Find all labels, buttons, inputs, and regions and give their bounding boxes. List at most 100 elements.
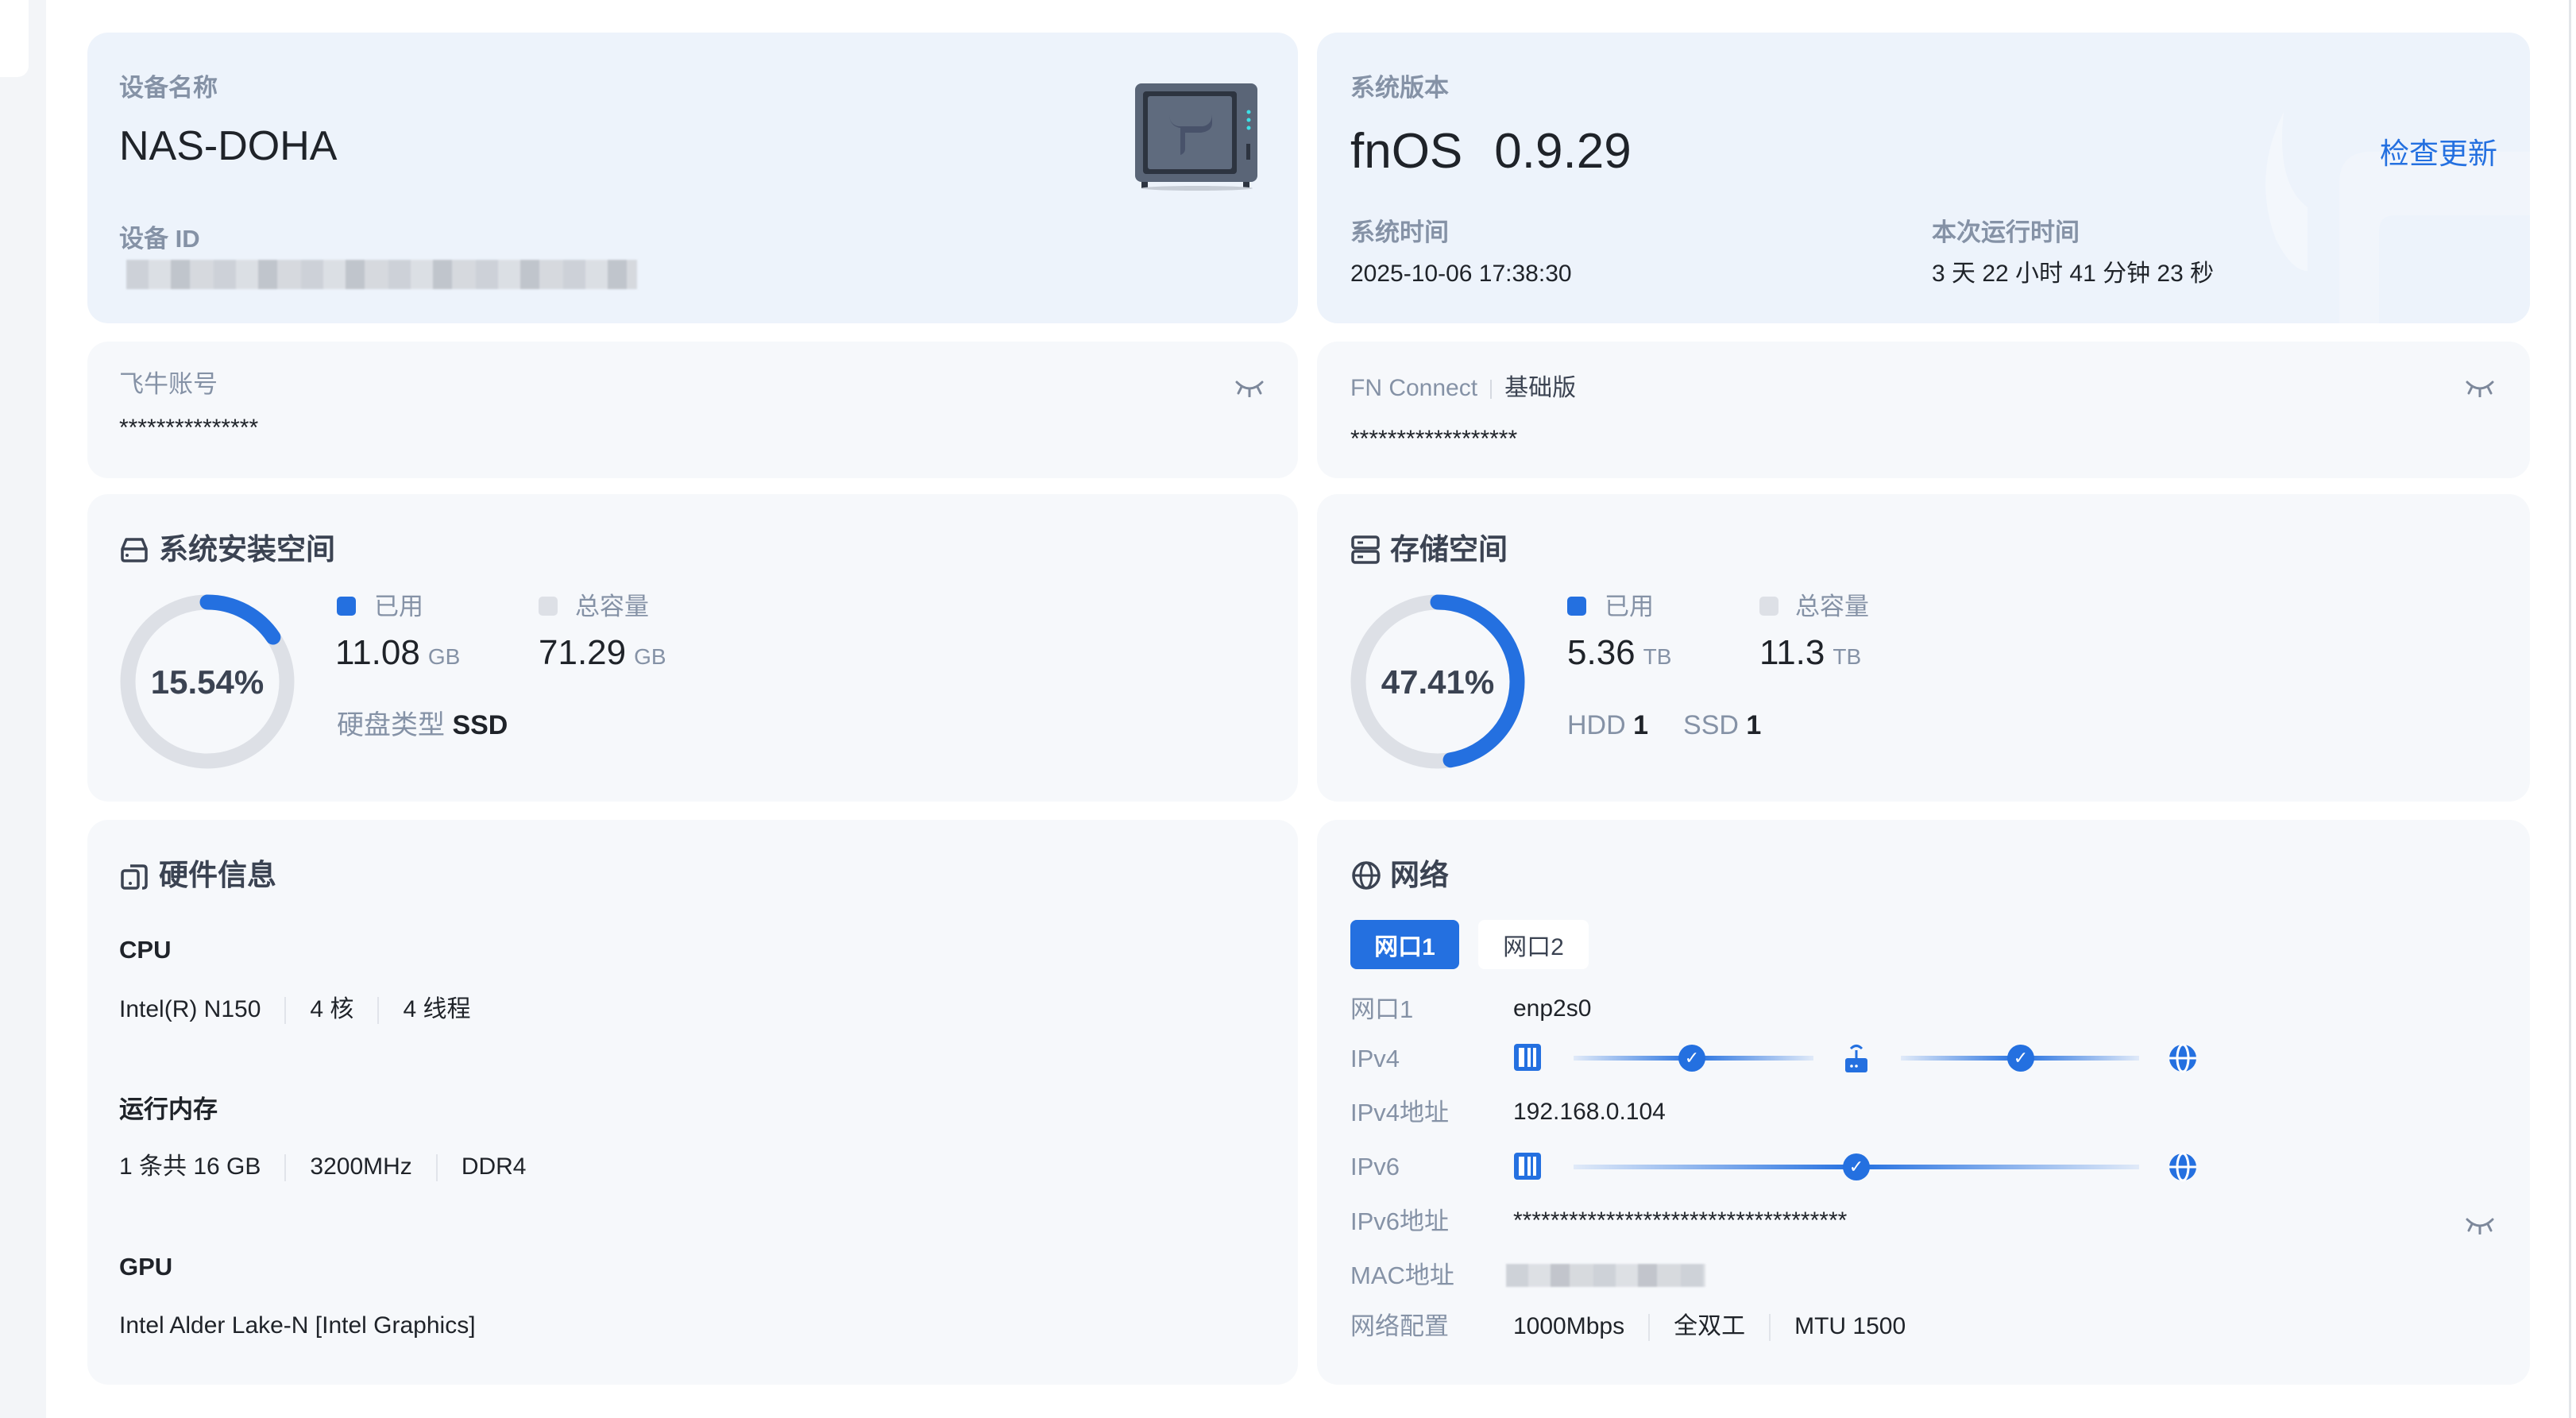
gpu-info: Intel Alder Lake-N [Intel Graphics]: [119, 1312, 476, 1339]
legend-total-label: 总容量: [575, 593, 649, 620]
memory-speed: 3200MHz: [310, 1153, 412, 1180]
disk-type-label: 硬盘类型: [337, 710, 445, 740]
system-version: fnOS 0.9.29: [1350, 127, 1632, 176]
device-name-label: 设备名称: [119, 74, 218, 102]
total-number: 71.29: [539, 633, 627, 672]
total-number: 11.3: [1759, 633, 1825, 672]
disk-counts: HDD 1 SSD 1: [1567, 712, 1761, 739]
mtu: MTU 1500: [1794, 1312, 1906, 1339]
storage-donut: [1350, 594, 1525, 769]
storage-percent: 47.41%: [1381, 663, 1495, 701]
storage-total-value: 11.3 TB: [1759, 636, 1861, 670]
fn-connect-label: FN Connect: [1350, 375, 1478, 401]
total-unit: TB: [1833, 644, 1862, 669]
legend-total-swatch: [539, 597, 558, 616]
cpu-threads: 4 线程: [403, 995, 471, 1022]
hardware-device-icon: [121, 864, 148, 890]
mac-redacted: [1506, 1264, 1705, 1287]
cpu-label: CPU: [119, 936, 172, 964]
legend-total-label: 总容量: [1795, 593, 1869, 620]
network-title: 网络: [1390, 859, 1449, 891]
tab-port-1[interactable]: 网口1: [1350, 920, 1459, 969]
nas-device-icon: [1514, 1153, 1541, 1180]
eye-closed-icon[interactable]: [2465, 1215, 2495, 1234]
system-card: [1317, 33, 2530, 323]
legend-used-swatch: [337, 597, 356, 616]
ipv6-check-icon: ✓: [1843, 1153, 1870, 1180]
scrollbar[interactable]: [2569, 0, 2571, 1418]
memory-info: 1 条共 16 GB 3200MHz DDR4: [119, 1154, 527, 1181]
ipv4-wan-check-icon: ✓: [2007, 1045, 2034, 1072]
account-value: ***************: [119, 415, 259, 441]
fn-connect-value: ******************: [1350, 426, 1518, 452]
network-config: 1000Mbps 全双工 MTU 1500: [1513, 1314, 1906, 1341]
router-icon: [1845, 1045, 1867, 1072]
fn-connect-header: FN Connect 基础版: [1350, 377, 1576, 400]
system-time: 2025-10-06 17:38:30: [1350, 261, 1572, 287]
ipv4-address: 192.168.0.104: [1513, 1099, 1666, 1125]
globe-icon: [1352, 861, 1381, 890]
used-unit: GB: [427, 644, 461, 669]
total-value: 71.29 GB: [539, 636, 666, 670]
check-update-link[interactable]: 检查更新: [2380, 137, 2497, 170]
network-card: [1317, 820, 2530, 1385]
divider: [1490, 380, 1493, 400]
legend-used-swatch: [1567, 597, 1586, 616]
network-config-label: 网络配置: [1350, 1312, 1449, 1340]
storage-card: [1317, 494, 2530, 802]
memory-size: 1 条共 16 GB: [119, 1153, 261, 1180]
sidebar-edge: [0, 0, 46, 1418]
ipv4-label: IPv4: [1350, 1045, 1400, 1072]
sidebar-tab[interactable]: [0, 0, 29, 77]
hardware-card: [87, 820, 1298, 1385]
system-space-donut: [120, 594, 295, 769]
fn-connect-edition: 基础版: [1504, 375, 1577, 401]
used-number: 11.08: [335, 633, 420, 672]
system-space-card: [87, 494, 1298, 802]
os-version: 0.9.29: [1494, 124, 1632, 179]
ipv4-lan-check-icon: ✓: [1678, 1045, 1705, 1072]
os-name: fnOS: [1350, 124, 1463, 179]
used-number: 5.36: [1567, 633, 1636, 672]
device-id-label: 设备 ID: [119, 225, 200, 253]
link-speed: 1000Mbps: [1513, 1312, 1625, 1339]
gpu-label: GPU: [119, 1253, 173, 1281]
disk-type-value: SSD: [452, 710, 508, 740]
used-value: 11.08 GB: [335, 636, 460, 670]
tab-port-2[interactable]: 网口2: [1478, 920, 1589, 969]
eye-closed-icon[interactable]: [2465, 378, 2495, 397]
hdd-label: HDD: [1567, 710, 1626, 740]
port-value: enp2s0: [1513, 995, 1592, 1022]
hdd-count: 1: [1633, 710, 1649, 740]
ipv4-address-label: IPv4地址: [1350, 1099, 1450, 1126]
system-version-label: 系统版本: [1350, 74, 1449, 102]
cpu-info: Intel(R) N150 4 核 4 线程: [119, 997, 470, 1024]
device-id-redacted: [126, 260, 637, 289]
port-label: 网口1: [1350, 995, 1414, 1023]
nas-device-icon: [1514, 1044, 1541, 1071]
ssd-count: 1: [1746, 710, 1762, 740]
system-time-label: 系统时间: [1350, 218, 1449, 246]
hard-drive-icon: [121, 538, 148, 562]
memory-type: DDR4: [461, 1153, 527, 1180]
uptime: 3 天 22 小时 41 分钟 23 秒: [1932, 261, 2215, 287]
storage-title: 存储空间: [1390, 533, 1508, 566]
eye-closed-icon[interactable]: [1234, 378, 1265, 397]
system-space-title: 系统安装空间: [159, 533, 335, 566]
fn-connect-card: [1317, 342, 2530, 478]
duplex: 全双工: [1674, 1312, 1746, 1339]
hardware-title: 硬件信息: [159, 859, 276, 891]
used-unit: TB: [1643, 644, 1672, 669]
cpu-model: Intel(R) N150: [119, 995, 261, 1022]
legend-used-label: 已用: [374, 593, 423, 620]
total-unit: GB: [634, 644, 666, 669]
legend-used-label: 已用: [1605, 593, 1654, 620]
device-name: NAS-DOHA: [119, 123, 338, 169]
cpu-cores: 4 核: [310, 995, 354, 1022]
system-space-percent: 15.54%: [150, 663, 265, 701]
ipv6-label: IPv6: [1350, 1153, 1400, 1180]
account-card: [87, 342, 1298, 478]
storage-server-icon: [1351, 535, 1380, 564]
donut-used-arc: [120, 594, 295, 769]
legend-total-swatch: [1759, 597, 1778, 616]
